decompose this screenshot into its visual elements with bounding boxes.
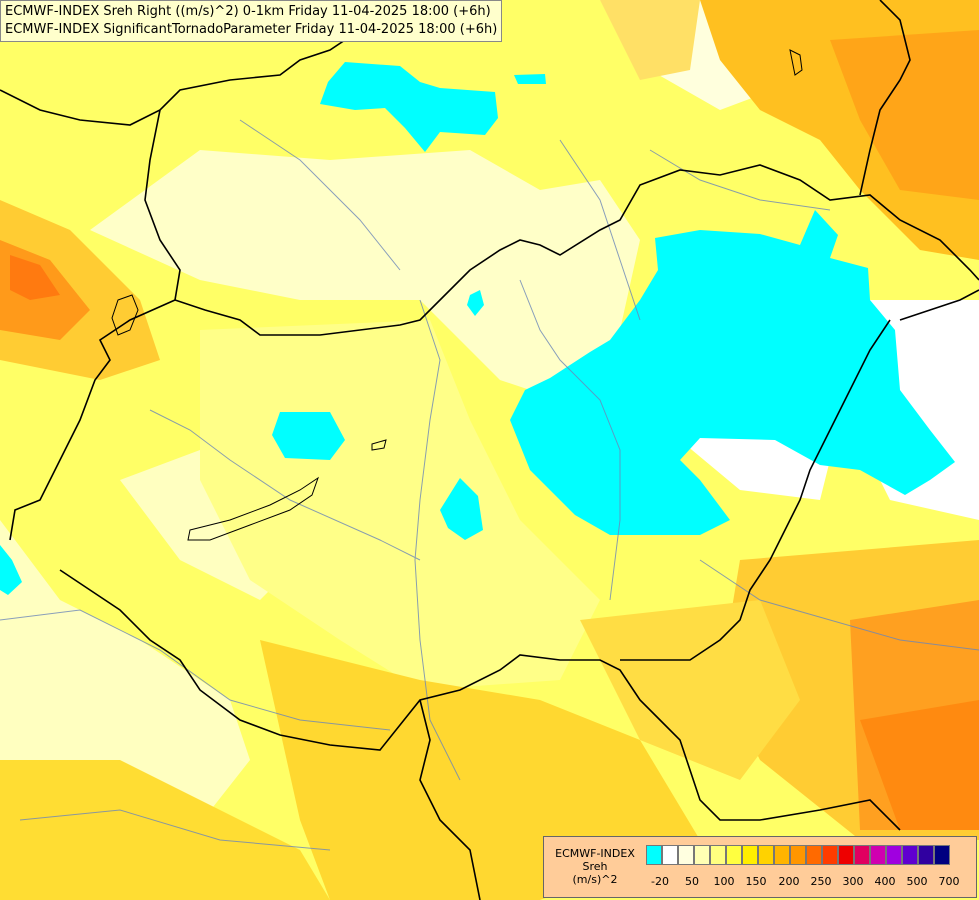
legend-source: ECMWF-INDEX xyxy=(555,847,635,860)
map-title-box: ECMWF-INDEX Sreh Right ((m/s)^2) 0-1km F… xyxy=(0,0,503,42)
legend-tick-label: 50 xyxy=(685,875,699,888)
legend-tick-label: 400 xyxy=(874,875,896,888)
legend-swatch xyxy=(934,845,950,865)
legend-swatch xyxy=(710,845,726,865)
legend-units: (m/s)^2 xyxy=(572,873,618,886)
legend-swatch xyxy=(662,845,678,865)
legend-swatches xyxy=(646,845,950,867)
legend-swatch xyxy=(886,845,902,865)
legend-swatch xyxy=(678,845,694,865)
legend-swatch xyxy=(822,845,838,865)
legend-tick-label: 250 xyxy=(810,875,832,888)
legend-tick-label: 100 xyxy=(713,875,735,888)
legend-swatch xyxy=(646,845,662,865)
legend-tick-label: 200 xyxy=(778,875,800,888)
legend-swatch xyxy=(854,845,870,865)
legend-tick-label: 300 xyxy=(842,875,864,888)
title-line-stp: ECMWF-INDEX SignificantTornadoParameter … xyxy=(5,22,498,37)
legend-swatch xyxy=(870,845,886,865)
legend-swatch xyxy=(918,845,934,865)
legend-title: ECMWF-INDEX Sreh (m/s)^2 xyxy=(548,847,642,886)
legend-swatch xyxy=(902,845,918,865)
legend-tick-label: 500 xyxy=(906,875,928,888)
legend-ticks: -20 50 100 150 200 250 300 400 500 700 xyxy=(646,875,976,889)
legend-tick-label: -20 xyxy=(651,875,669,888)
legend-tick-label: 700 xyxy=(938,875,960,888)
legend-swatch xyxy=(694,845,710,865)
legend-swatch xyxy=(838,845,854,865)
legend-swatch xyxy=(790,845,806,865)
legend-swatch xyxy=(806,845,822,865)
legend-swatch xyxy=(758,845,774,865)
legend-swatch xyxy=(774,845,790,865)
legend-tick-label: 150 xyxy=(745,875,767,888)
color-legend: ECMWF-INDEX Sreh (m/s)^2 -20 50 100 150 200 2… xyxy=(543,836,977,898)
legend-swatch xyxy=(726,845,742,865)
legend-variable: Sreh xyxy=(582,860,608,873)
title-line-sreh: ECMWF-INDEX Sreh Right ((m/s)^2) 0-1km F… xyxy=(5,4,491,19)
legend-swatch xyxy=(742,845,758,865)
